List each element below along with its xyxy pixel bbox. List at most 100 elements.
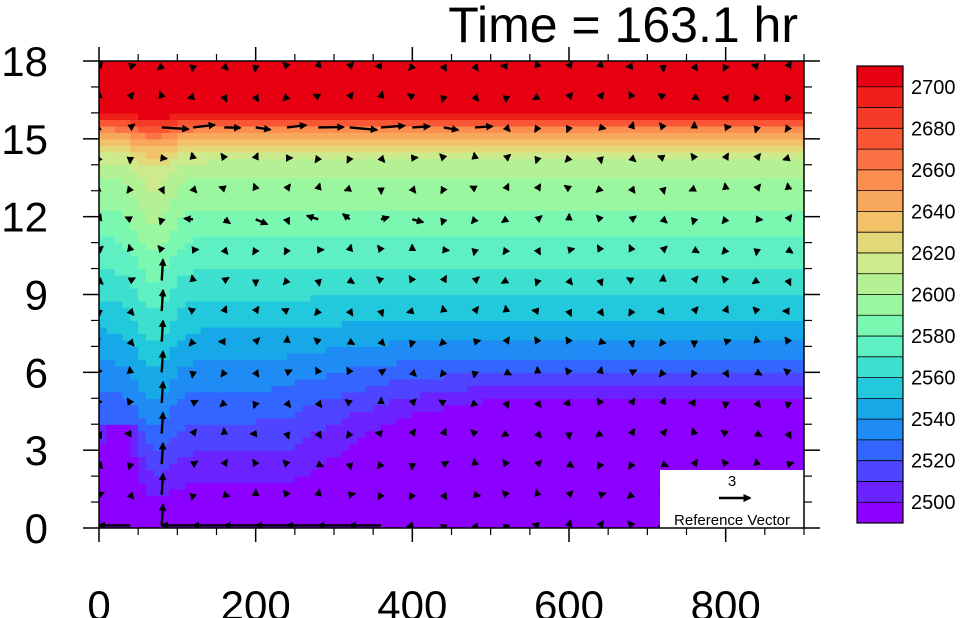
- contour-cell: [576, 125, 586, 133]
- contour-cell: [208, 171, 218, 179]
- contour-cell: [208, 255, 218, 263]
- contour-cell: [130, 190, 139, 198]
- contour-cell: [255, 502, 265, 510]
- contour-cell: [177, 216, 186, 224]
- contour-cell: [428, 268, 437, 276]
- contour-cell: [294, 430, 304, 438]
- contour-cell: [569, 443, 578, 451]
- contour-cell: [490, 508, 500, 516]
- contour-cell: [153, 450, 163, 458]
- contour-cell: [161, 372, 171, 380]
- contour-cell: [396, 515, 406, 523]
- contour-cell: [506, 476, 515, 484]
- contour-cell: [545, 430, 554, 438]
- contour-cell: [420, 365, 429, 373]
- contour-cell: [106, 359, 116, 367]
- contour-cell: [396, 177, 406, 185]
- contour-cell: [255, 508, 265, 516]
- contour-cell: [232, 502, 241, 510]
- contour-cell: [271, 411, 280, 419]
- contour-cell: [169, 93, 178, 101]
- contour-cell: [341, 391, 351, 399]
- contour-cell: [146, 93, 155, 101]
- contour-cell: [412, 300, 421, 309]
- contour-cell: [200, 502, 210, 510]
- contour-cell: [138, 515, 147, 523]
- contour-cell: [459, 93, 468, 101]
- contour-cell: [232, 86, 241, 95]
- contour-cell: [506, 411, 515, 419]
- contour-cell: [420, 515, 429, 523]
- contour-cell: [224, 502, 233, 510]
- contour-cell: [216, 294, 225, 302]
- contour-cell: [365, 476, 374, 484]
- contour-cell: [365, 515, 374, 523]
- contour-cell: [161, 80, 171, 88]
- contour-cell: [420, 262, 429, 270]
- contour-cell: [576, 164, 586, 172]
- contour-cell: [381, 73, 390, 82]
- contour-cell: [498, 223, 507, 231]
- contour-cell: [412, 476, 421, 484]
- contour-cell: [451, 456, 460, 464]
- contour-cell: [388, 294, 398, 302]
- contour-cell: [318, 391, 327, 399]
- contour-cell: [475, 262, 484, 270]
- contour-cell: [200, 80, 210, 88]
- contour-cell: [114, 203, 124, 211]
- contour-cell: [287, 469, 296, 477]
- contour-cell: [200, 262, 210, 270]
- contour-cell: [459, 249, 468, 257]
- contour-cell: [428, 197, 437, 205]
- contour-fill: [99, 61, 804, 528]
- contour-cell: [240, 177, 249, 185]
- contour-cell: [396, 476, 406, 484]
- contour-cell: [451, 430, 460, 438]
- contour-cell: [443, 320, 453, 328]
- contour-cell: [373, 378, 382, 386]
- contour-cell: [326, 112, 335, 120]
- contour-cell: [522, 158, 531, 166]
- contour-cell: [623, 112, 633, 120]
- contour-cell: [537, 61, 547, 69]
- contour-cell: [247, 249, 257, 257]
- contour-cell: [576, 255, 586, 263]
- contour-cell: [404, 125, 413, 133]
- contour-cell: [506, 482, 515, 490]
- contour-cell: [318, 378, 327, 386]
- contour-cell: [420, 326, 429, 335]
- contour-cell: [435, 469, 445, 477]
- contour-cell: [232, 476, 241, 484]
- contour-cell: [553, 216, 562, 224]
- contour-cell: [114, 67, 124, 75]
- contour-cell: [232, 469, 241, 477]
- contour-cell: [475, 294, 484, 302]
- contour-cell: [224, 203, 233, 211]
- contour-cell: [341, 171, 351, 179]
- contour-cell: [584, 294, 594, 302]
- contour-cell: [529, 158, 539, 166]
- contour-cell: [294, 320, 304, 328]
- contour-cell: [153, 80, 163, 88]
- contour-cell: [365, 372, 374, 380]
- contour-cell: [365, 145, 374, 153]
- contour-cell: [208, 288, 218, 296]
- contour-cell: [600, 145, 609, 153]
- contour-cell: [584, 93, 594, 101]
- contour-cell: [373, 229, 382, 237]
- contour-cell: [161, 249, 171, 257]
- contour-cell: [193, 515, 202, 523]
- contour-cell: [365, 508, 374, 516]
- contour-cell: [616, 61, 625, 69]
- contour-cell: [451, 495, 460, 503]
- contour-cell: [122, 482, 131, 490]
- contour-cell: [138, 249, 147, 257]
- contour-cell: [271, 352, 280, 360]
- contour-cell: [279, 346, 288, 354]
- contour-cell: [623, 482, 633, 490]
- contour-cell: [365, 288, 374, 296]
- contour-cell: [263, 99, 272, 108]
- contour-cell: [404, 171, 413, 179]
- contour-cell: [185, 417, 194, 425]
- contour-cell: [341, 339, 351, 347]
